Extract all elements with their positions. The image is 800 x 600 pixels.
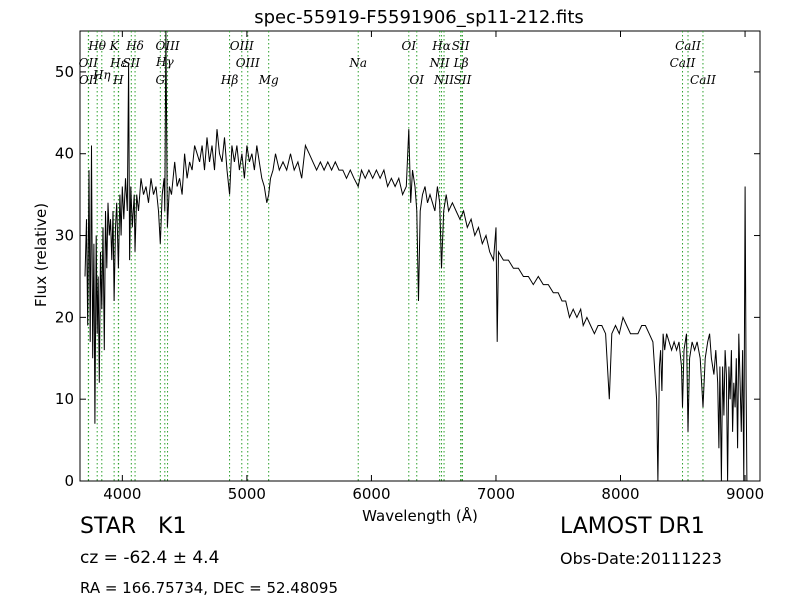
line-label-15: Mg bbox=[258, 73, 279, 87]
obs-date-text: Obs-Date:20111223 bbox=[560, 549, 722, 568]
classification: STAR K1 bbox=[80, 514, 186, 539]
line-label-13: OIII bbox=[236, 56, 260, 70]
line-label-21: NII bbox=[429, 56, 450, 70]
line-label-24: SII bbox=[454, 73, 472, 87]
line-label-18: OI bbox=[409, 73, 424, 87]
x-tick-label-1: 5000 bbox=[228, 485, 266, 503]
y-tick-label-3: 30 bbox=[55, 227, 74, 245]
y-axis-label: Flux (relative) bbox=[32, 203, 50, 307]
redshift-text: cz = -62.4 ± 4.4 bbox=[80, 548, 220, 568]
ra-dec-text: RA = 166.75734, DEC = 52.48095 bbox=[80, 579, 339, 597]
line-label-23: NII bbox=[433, 73, 454, 87]
line-label-16: Na bbox=[348, 56, 367, 70]
line-label-1: OII bbox=[79, 56, 99, 70]
y-tick-label-2: 20 bbox=[55, 308, 74, 326]
line-label-12: OIII bbox=[230, 39, 254, 53]
line-label-3: Hη bbox=[92, 68, 111, 82]
line-label-9: OIII bbox=[156, 39, 180, 53]
line-label-22: Lβ bbox=[453, 56, 469, 70]
line-label-0: Hθ bbox=[87, 39, 106, 53]
x-axis-label: Wavelength (Å) bbox=[362, 506, 478, 525]
x-tick-label-2: 6000 bbox=[352, 485, 390, 503]
subclass-label: K1 bbox=[158, 514, 187, 539]
spectrum-line bbox=[84, 30, 748, 482]
y-tick-label-0: 0 bbox=[64, 472, 74, 490]
line-label-14: Hβ bbox=[220, 73, 238, 87]
line-label-5: Hε bbox=[109, 56, 127, 70]
class-label: STAR bbox=[80, 514, 137, 539]
line-label-20: SII bbox=[452, 39, 470, 53]
line-label-25: CaII bbox=[675, 39, 701, 53]
line-label-4: K bbox=[109, 39, 120, 53]
emission-line-markers bbox=[87, 31, 704, 481]
line-label-2: OII bbox=[79, 73, 99, 87]
x-tick-label-3: 7000 bbox=[477, 485, 515, 503]
x-tick-label-5: 9000 bbox=[726, 485, 764, 503]
line-label-11: G bbox=[156, 73, 166, 87]
line-label-7: H bbox=[112, 73, 124, 87]
y-tick-label-1: 10 bbox=[55, 390, 74, 408]
line-label-10: Hγ bbox=[155, 55, 174, 69]
y-axis-ticks: 0 10 20 30 40 50 bbox=[55, 63, 760, 490]
y-tick-label-4: 40 bbox=[55, 145, 74, 163]
line-label-27: CaII bbox=[690, 73, 716, 87]
line-label-8: Hδ bbox=[125, 39, 144, 53]
plot-frame bbox=[79, 30, 761, 482]
line-label-17: OI bbox=[402, 39, 417, 53]
survey-label: LAMOST DR1 bbox=[560, 514, 705, 539]
x-tick-label-4: 8000 bbox=[601, 485, 639, 503]
x-tick-label-0: 4000 bbox=[103, 485, 141, 503]
chart-title: spec-55919-F5591906_sp11-212.fits bbox=[254, 7, 584, 28]
line-label-19: Hα bbox=[431, 39, 451, 53]
x-axis-ticks: 4000 5000 6000 7000 8000 9000 bbox=[103, 31, 764, 503]
line-label-6: SII bbox=[122, 56, 140, 70]
y-tick-label-5: 50 bbox=[55, 63, 74, 81]
line-label-26: CaII bbox=[670, 56, 696, 70]
